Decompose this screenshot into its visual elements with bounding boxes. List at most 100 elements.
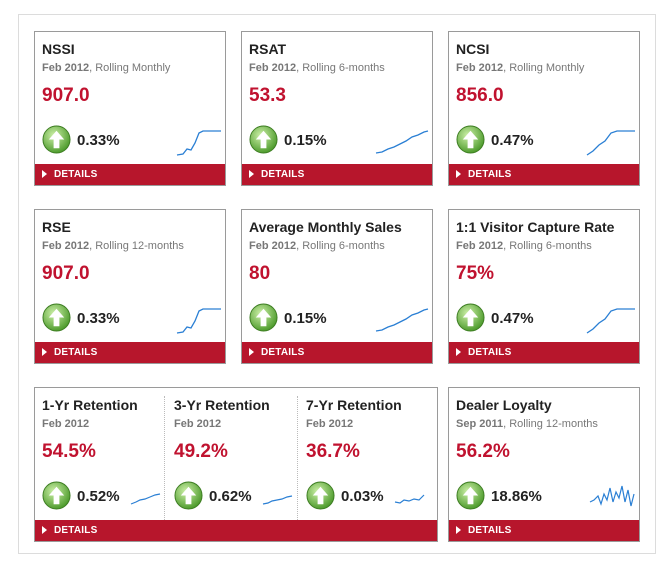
card-period: , Rolling Monthly [503,62,585,74]
card-subtitle: Feb 2012, Rolling 6-months [249,240,385,252]
card-subtitle: Feb 2012, Rolling Monthly [42,62,170,74]
card-period: , Rolling 12-months [89,240,184,252]
card-value: 856.0 [456,85,504,106]
card-change: 0.33% [77,310,120,327]
caret-right-icon [456,526,461,534]
card-date: Feb 2012 [174,418,222,430]
details-label: DETAILS [54,347,98,358]
details-label: DETAILS [54,169,98,180]
card-rse: RSE Feb 2012, Rolling 12-months 907.0 0.… [34,209,226,364]
card-date: Feb 2012 [306,418,354,430]
caret-right-icon [249,348,254,356]
card-value: 54.5% [42,441,96,462]
card-period: , Rolling Monthly [89,62,171,74]
card-value: 49.2% [174,441,228,462]
details-label: DETAILS [261,347,305,358]
sparkline-chart [130,493,161,505]
card-retention-group: 1-Yr Retention Feb 2012 54.5% 0.52% 3-Yr… [34,387,438,542]
card-dealer-loyalty: Dealer Loyalty Sep 2011, Rolling 12-mont… [448,387,640,542]
up-arrow-icon [456,303,485,332]
card-change: 0.47% [491,132,534,149]
card-title: Dealer Loyalty [456,397,552,413]
sparkline-chart [375,308,429,332]
card-date: Feb 2012 [42,418,90,430]
card-period: , Rolling 6-months [296,62,385,74]
column-divider [164,396,165,522]
details-label: DETAILS [468,525,512,536]
card-nssi: NSSI Feb 2012, Rolling Monthly 907.0 0.3… [34,31,226,186]
card-value: 907.0 [42,263,90,284]
details-label: DETAILS [468,347,512,358]
card-date: Feb 2012 [249,240,297,252]
card-ncsi: NCSI Feb 2012, Rolling Monthly 856.0 0.4… [448,31,640,186]
up-arrow-icon [42,481,71,510]
details-label: DETAILS [54,525,98,536]
up-arrow-icon [42,303,71,332]
card-subtitle: Sep 2011, Rolling 12-months [456,418,598,430]
up-arrow-icon [42,125,71,154]
card-period: , Rolling 6-months [503,240,592,252]
details-link[interactable]: DETAILS [35,164,225,185]
card-visitor-capture-rate: 1:1 Visitor Capture Rate Feb 2012, Rolli… [448,209,640,364]
card-date: Sep 2011 [456,418,504,430]
up-arrow-icon [174,481,203,510]
card-title: NCSI [456,41,490,57]
sparkline-chart [176,130,221,156]
card-value: 56.2% [456,441,510,462]
card-rsat: RSAT Feb 2012, Rolling 6-months 53.3 0.1… [241,31,433,186]
card-subtitle: Feb 2012, Rolling 6-months [249,62,385,74]
sparkline-chart [586,130,635,156]
card-title: Average Monthly Sales [249,219,402,235]
card-value: 80 [249,263,271,284]
up-arrow-icon [456,481,485,510]
card-value: 36.7% [306,441,360,462]
caret-right-icon [42,348,47,356]
card-change: 0.03% [341,488,384,505]
details-link[interactable]: DETAILS [449,342,639,363]
details-link[interactable]: DETAILS [449,164,639,185]
caret-right-icon [42,526,47,534]
up-arrow-icon [249,125,278,154]
card-period: , Rolling 12-months [503,418,598,430]
details-link[interactable]: DETAILS [242,164,432,185]
card-value: 907.0 [42,85,90,106]
details-link[interactable]: DETAILS [35,342,225,363]
details-link[interactable]: DETAILS [242,342,432,363]
dashboard-frame: NSSI Feb 2012, Rolling Monthly 907.0 0.3… [18,14,656,554]
card-value: 75% [456,263,495,284]
card-date: Feb 2012 [42,240,90,252]
card-title: RSAT [249,41,287,57]
card-title: 1:1 Visitor Capture Rate [456,219,615,235]
card-change: 0.52% [77,488,120,505]
card-value: 53.3 [249,85,286,106]
card-date: Feb 2012 [456,240,504,252]
caret-right-icon [42,170,47,178]
card-change: 0.47% [491,310,534,327]
details-label: DETAILS [468,169,512,180]
sparkline-chart [176,308,221,334]
card-average-monthly-sales: Average Monthly Sales Feb 2012, Rolling … [241,209,433,364]
card-change: 0.15% [284,310,327,327]
details-link[interactable]: DETAILS [449,520,639,541]
card-change: 18.86% [491,488,542,505]
card-date: Feb 2012 [249,62,297,74]
card-title: 7-Yr Retention [306,397,402,413]
card-subtitle: Feb 2012, Rolling 6-months [456,240,592,252]
up-arrow-icon [249,303,278,332]
up-arrow-icon [456,125,485,154]
caret-right-icon [249,170,254,178]
sparkline-chart [394,494,425,504]
card-change: 0.62% [209,488,252,505]
card-period: , Rolling 6-months [296,240,385,252]
card-subtitle: Feb 2012 [306,418,353,430]
card-title: RSE [42,219,71,235]
card-date: Feb 2012 [42,62,90,74]
card-title: 1-Yr Retention [42,397,138,413]
sparkline-chart [589,485,635,507]
card-subtitle: Feb 2012, Rolling 12-months [42,240,184,252]
up-arrow-icon [306,481,335,510]
sparkline-chart [586,308,635,334]
sparkline-chart [375,130,429,154]
details-link[interactable]: DETAILS [35,520,437,541]
column-divider [297,396,298,522]
